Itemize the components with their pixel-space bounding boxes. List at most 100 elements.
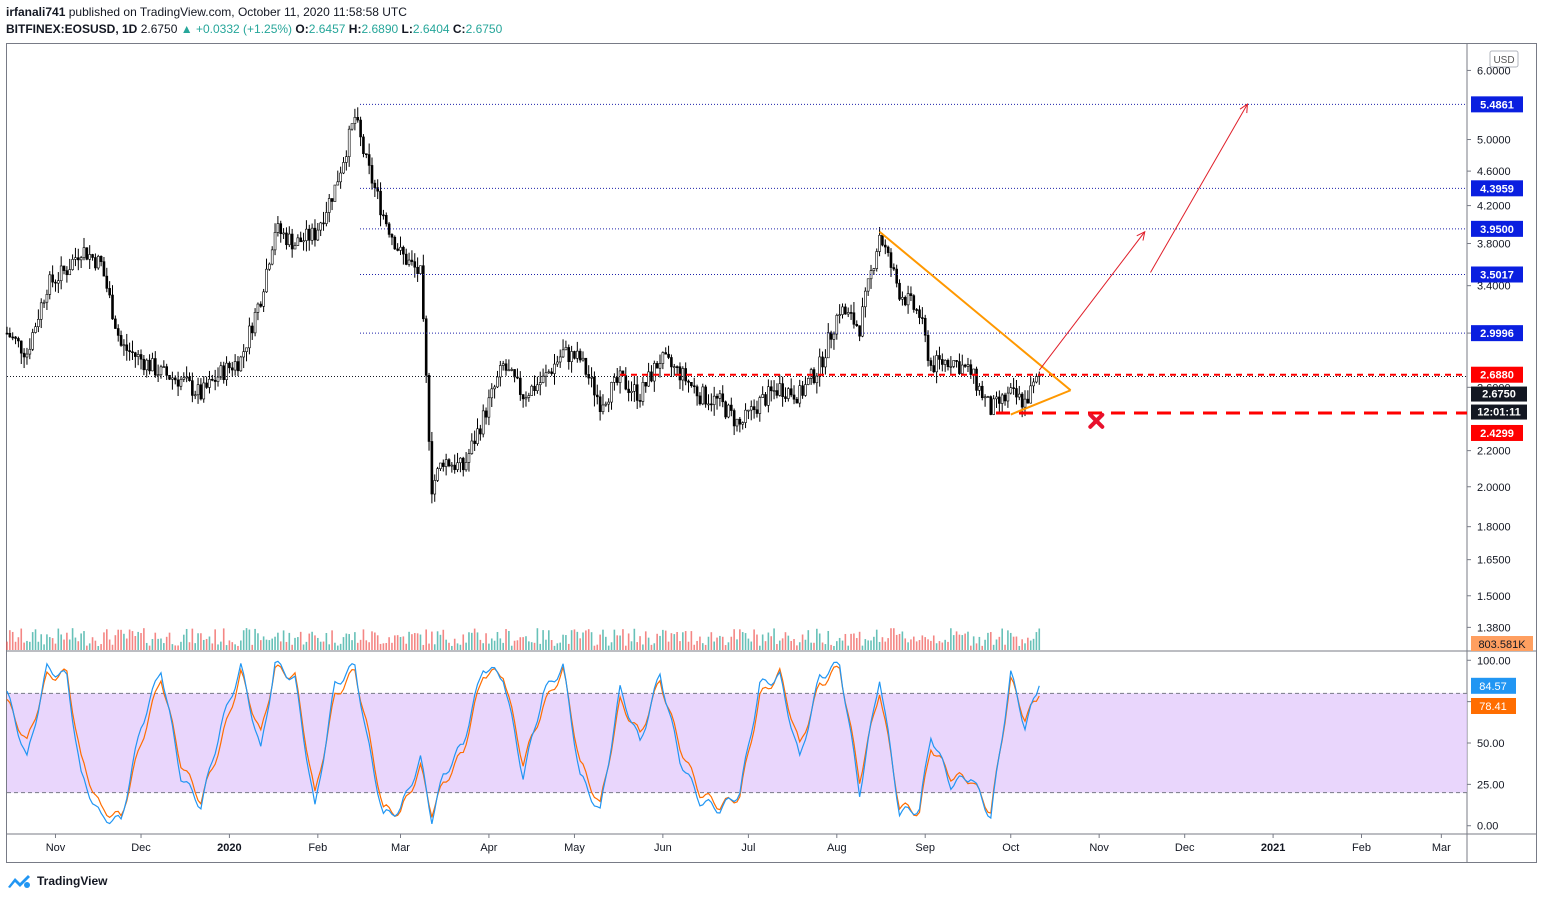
volume-bar [690, 631, 693, 650]
volume-bar [26, 640, 28, 650]
tradingview-brand[interactable]: TradingView [37, 874, 108, 888]
candle-body [168, 375, 171, 380]
candle-body [541, 375, 545, 383]
volume-bar [636, 642, 638, 650]
volume-bar [639, 636, 641, 650]
candle-body [687, 380, 690, 383]
volume-bar [912, 636, 915, 650]
volume-bar [607, 645, 610, 650]
price-tick-label: 1.6500 [1477, 555, 1511, 567]
volume-bar [425, 629, 427, 650]
time-tick-label: 2020 [217, 842, 241, 854]
candle-body [764, 394, 767, 406]
volume-bar [935, 643, 938, 650]
candle-body [307, 228, 311, 241]
volume-bar [858, 631, 861, 650]
candle-body [211, 378, 214, 381]
candle-body [459, 457, 462, 464]
candle-body [998, 396, 1001, 404]
candle-body [139, 354, 143, 360]
tradingview-logo-icon [8, 875, 30, 888]
volume-bar [838, 637, 841, 650]
volume-bar [673, 634, 676, 650]
volume-bar [371, 631, 373, 650]
volume-bar [659, 635, 661, 650]
candle-body [929, 360, 933, 366]
volume-bar [86, 645, 88, 650]
support-badge [1471, 424, 1523, 441]
volume-bar [787, 635, 790, 650]
volume-bar [759, 645, 761, 650]
volume-bar [9, 630, 11, 650]
volume-bar [796, 645, 798, 650]
volume-bar [684, 631, 687, 650]
price-tick-label: 1.8000 [1477, 522, 1511, 534]
time-tick-label: Nov [46, 842, 66, 854]
volume-bar [314, 635, 316, 650]
candle-body [1032, 381, 1035, 387]
volume-bar [1012, 636, 1015, 650]
volume-bar [530, 642, 533, 650]
candle-body [296, 237, 300, 246]
volume-bar [154, 632, 157, 650]
volume-bar [938, 641, 941, 650]
volume-bar [490, 638, 493, 650]
level-badge [1471, 220, 1523, 237]
volume-bar [385, 643, 388, 650]
candle-body [490, 388, 494, 399]
candle-body [681, 368, 685, 381]
volume-bar [727, 642, 730, 650]
volume-bar [402, 636, 405, 650]
candle-body [342, 162, 345, 174]
volume-bar [160, 638, 162, 650]
volume-bar [88, 643, 91, 650]
author-name[interactable]: irfanali741 [6, 5, 66, 19]
candle-body [450, 464, 454, 467]
candle-body [903, 297, 907, 306]
time-tick-label: Dec [1175, 842, 1195, 854]
volume-bar [616, 635, 619, 650]
candle-body [419, 265, 422, 274]
candle-body [832, 333, 836, 340]
candle-body [980, 385, 984, 398]
volume-bar [468, 632, 470, 650]
candle-body [441, 462, 445, 467]
candle-body [453, 464, 456, 470]
volume-bar [816, 628, 818, 650]
projection-arrow-line [1038, 231, 1146, 371]
volume-bar [228, 640, 231, 650]
candle-body [875, 251, 879, 269]
volume-bar [108, 639, 111, 650]
candle-body [350, 123, 354, 130]
volume-bar [1004, 644, 1006, 650]
candle-body [1029, 385, 1033, 404]
volume-bar [1024, 643, 1026, 650]
volume-bar [610, 642, 613, 650]
volume-bar [23, 642, 25, 650]
volume-bar [522, 637, 524, 650]
volume-bar [553, 645, 556, 650]
volume-bar [157, 638, 159, 650]
countdown-badge [1471, 404, 1527, 420]
candle-body [735, 418, 739, 427]
candle-body [747, 409, 750, 412]
volume-badge [1471, 636, 1533, 651]
volume-bar [989, 632, 992, 650]
volume-bar [1021, 639, 1023, 650]
candle-body [872, 268, 876, 271]
volume-bar [716, 637, 718, 650]
candle-body [387, 223, 391, 235]
candle-body [142, 358, 146, 371]
candle-body [547, 371, 551, 374]
volume-bar [311, 631, 313, 650]
volume-bar [114, 635, 117, 650]
candle-body [88, 254, 91, 260]
volume-bar [647, 637, 650, 650]
candle-body [134, 352, 137, 357]
time-tick-label: Mar [391, 842, 410, 854]
volume-bar [319, 641, 322, 650]
candle-body [613, 377, 616, 383]
volume-bar [471, 632, 473, 650]
price-tick-label: 4.2000 [1477, 201, 1511, 213]
